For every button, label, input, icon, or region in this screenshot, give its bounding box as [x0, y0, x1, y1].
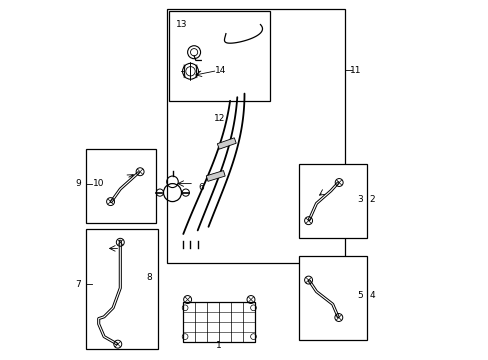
Text: 2: 2 [369, 195, 374, 204]
Text: 12: 12 [213, 114, 224, 123]
Text: 6: 6 [198, 183, 204, 192]
Text: 11: 11 [349, 66, 361, 75]
Text: 5: 5 [356, 291, 362, 300]
Text: 7: 7 [75, 280, 81, 289]
Text: 13: 13 [176, 20, 187, 29]
Bar [298, 164, 366, 238]
Text: 3: 3 [356, 195, 362, 204]
Bar [183, 302, 255, 342]
Bar [167, 9, 345, 263]
Bar [168, 11, 269, 101]
Bar [86, 149, 156, 223]
Text: 14: 14 [215, 66, 226, 75]
Bar [86, 229, 158, 349]
Text: 4: 4 [369, 291, 374, 300]
Text: 10: 10 [93, 179, 104, 188]
Text: 1: 1 [216, 341, 222, 350]
Text: 8: 8 [146, 273, 152, 282]
Bar [298, 256, 366, 340]
Text: 9: 9 [75, 179, 81, 188]
Bar [217, 138, 236, 149]
Bar [206, 171, 224, 181]
